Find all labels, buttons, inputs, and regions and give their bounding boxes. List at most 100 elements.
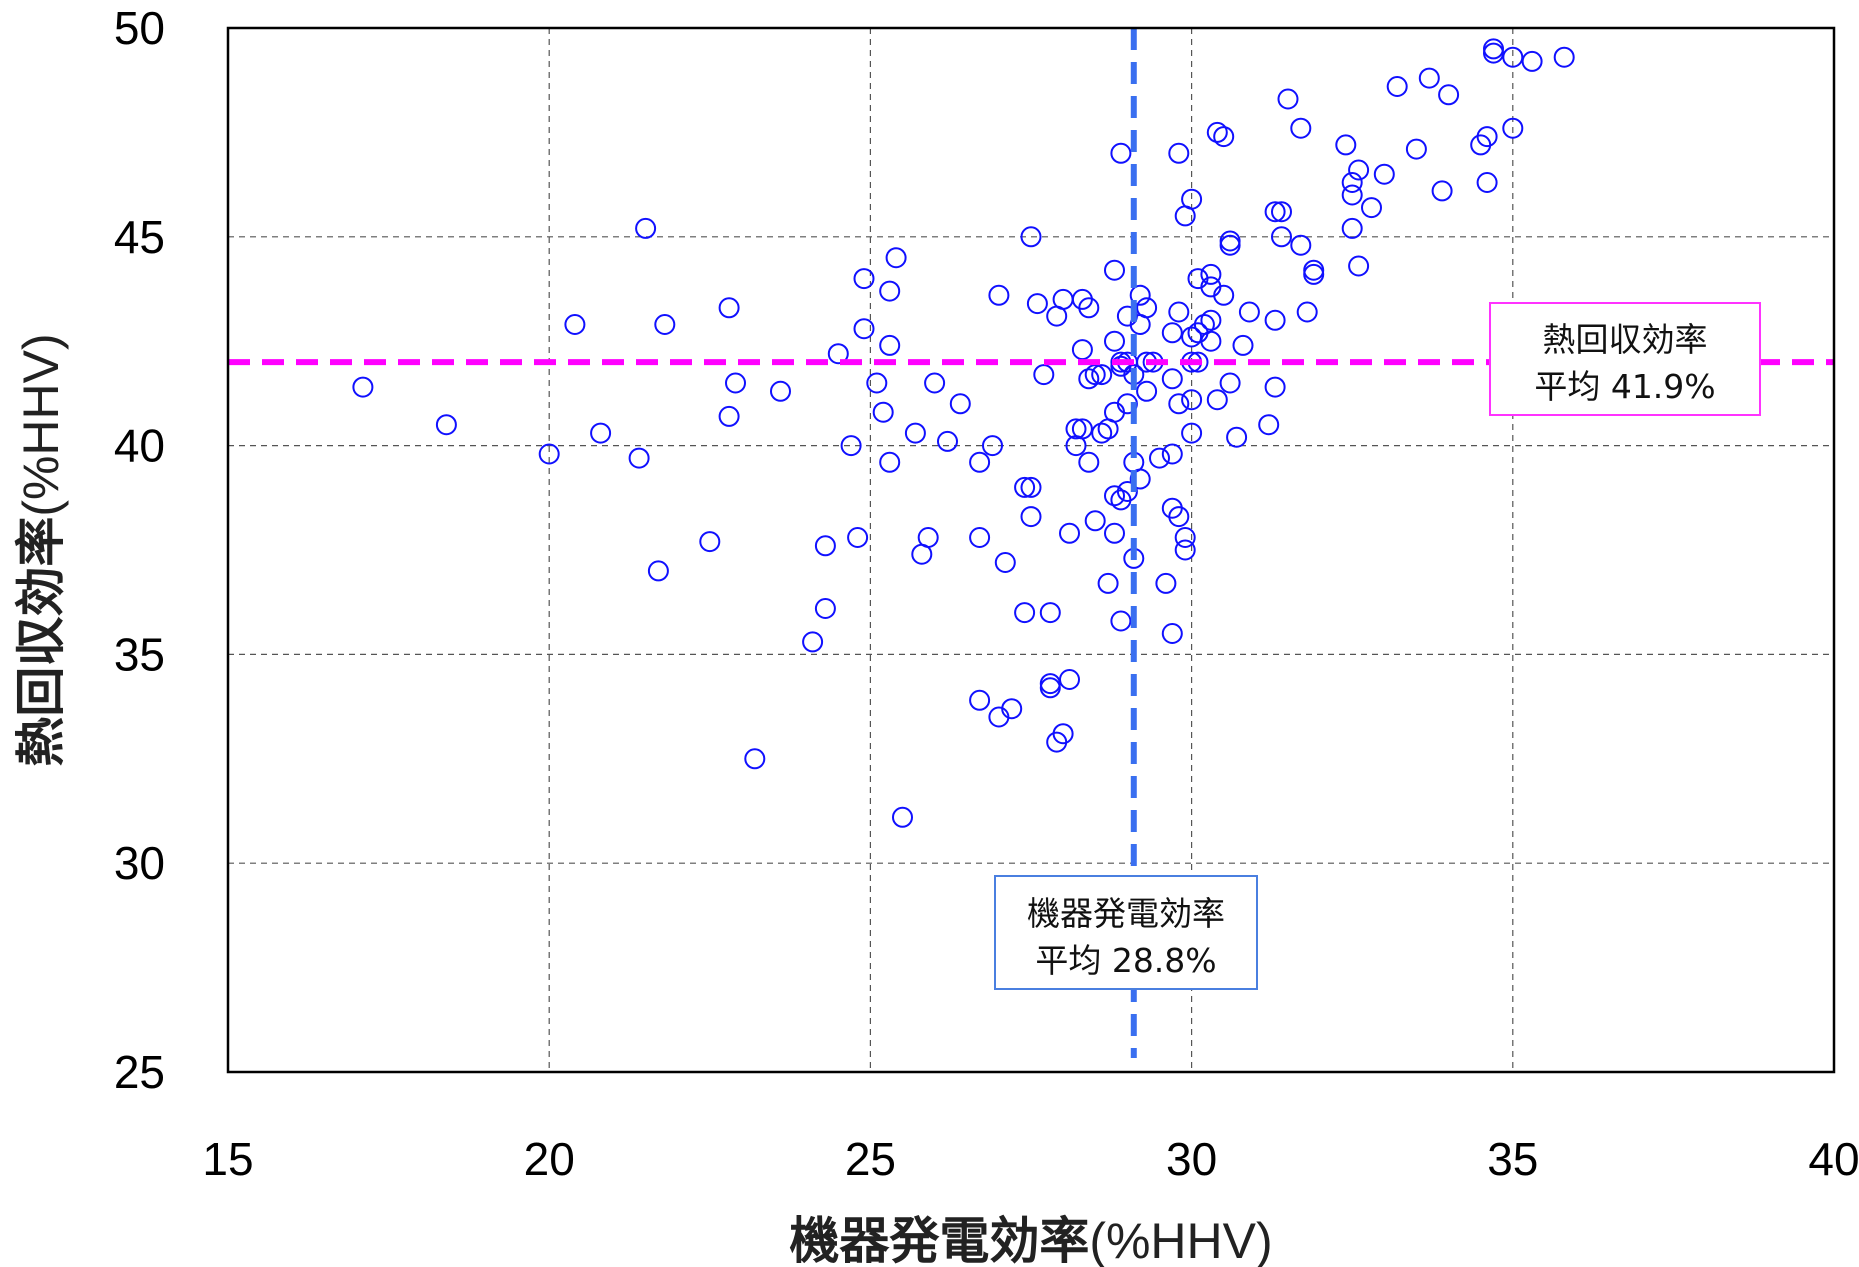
data-point: [1431, 180, 1453, 202]
data-point: [814, 535, 836, 557]
y-axis-title: 熱回収効率(%HHV): [12, 333, 70, 766]
data-point: [654, 314, 676, 335]
data-point: [853, 268, 875, 290]
data-point: [1168, 506, 1190, 528]
data-point: [969, 527, 991, 548]
data-point: [1521, 50, 1543, 72]
data-point: [1213, 126, 1235, 148]
data-point: [1161, 322, 1183, 344]
data-point: [853, 318, 875, 340]
data-point: [1174, 539, 1196, 561]
data-point: [1161, 623, 1183, 644]
annotation-box-heat: [1489, 302, 1761, 416]
data-point: [1271, 226, 1292, 248]
data-point: [1206, 389, 1228, 411]
data-point: [1476, 172, 1498, 193]
data-point: [1039, 673, 1061, 695]
data-point: [1078, 368, 1100, 390]
data-point: [1238, 301, 1260, 323]
y-tick-label: 50: [114, 2, 165, 54]
data-point: [1502, 117, 1524, 139]
data-point: [1110, 610, 1132, 632]
data-point: [1200, 263, 1222, 285]
data-point: [892, 806, 913, 828]
data-point: [1129, 284, 1151, 306]
data-point: [1091, 422, 1113, 444]
data-point: [647, 560, 669, 582]
data-point: [1033, 364, 1055, 386]
data-point: [885, 247, 907, 269]
data-point: [564, 314, 586, 335]
data-point: [872, 401, 894, 423]
data-point: [1110, 142, 1132, 164]
data-point: [827, 343, 849, 365]
x-tick-label: 20: [524, 1133, 575, 1185]
data-point: [1361, 197, 1382, 219]
data-point: [1052, 288, 1074, 310]
data-point: [718, 405, 740, 427]
data-point: [1129, 468, 1151, 490]
data-point: [538, 443, 560, 465]
data-point: [1348, 255, 1370, 277]
data-point: [1110, 489, 1132, 511]
data-point: [1020, 476, 1042, 498]
data-point: [1020, 506, 1042, 528]
data-point: [802, 631, 824, 653]
y-tick-label: 45: [114, 211, 165, 263]
y-tick-label: 35: [114, 628, 165, 680]
y-axis-title-unit: (%HHV): [13, 333, 69, 516]
data-point: [879, 334, 901, 356]
data-point: [1405, 138, 1427, 160]
x-axis-title: 機器発電効率(%HHV): [789, 1212, 1272, 1267]
data-point: [1168, 301, 1190, 323]
data-point: [1213, 284, 1235, 306]
data-point: [1277, 88, 1299, 110]
data-point: [1219, 234, 1241, 256]
data-point: [1155, 572, 1177, 594]
y-tick-label: 30: [114, 837, 165, 889]
data-point: [924, 372, 946, 394]
data-point: [1174, 527, 1196, 548]
data-point: [635, 217, 657, 239]
data-point: [590, 422, 612, 444]
data-point: [1046, 731, 1068, 753]
data-point: [1071, 339, 1093, 361]
y-axis-title-main: 熱回収効率: [12, 517, 70, 767]
data-point: [840, 435, 862, 457]
data-point: [1553, 46, 1575, 68]
data-point: [1168, 142, 1190, 164]
data-point: [1014, 602, 1036, 624]
data-point: [1200, 309, 1222, 331]
x-axis-ticks: 15 20 25 30 35 40: [202, 1133, 1859, 1185]
data-point: [988, 284, 1010, 306]
data-point: [1116, 481, 1138, 502]
data-point: [1104, 259, 1125, 281]
x-tick-label: 40: [1808, 1133, 1859, 1185]
data-point: [1341, 217, 1363, 239]
data-point: [1226, 426, 1248, 448]
data-point: [937, 430, 958, 452]
data-point: [1181, 389, 1203, 411]
x-tick-label: 25: [845, 1133, 896, 1185]
data-point: [699, 531, 721, 553]
data-point: [847, 527, 869, 548]
x-tick-label: 30: [1166, 1133, 1217, 1185]
grid-lines: [228, 28, 1834, 1072]
annotation-heat-line1: 熱回収効率: [1543, 320, 1708, 359]
data-point: [1219, 230, 1241, 252]
annotation-heat-recovery-average: 熱回収効率 平均 41.9%: [1489, 302, 1761, 416]
data-point: [1078, 297, 1100, 319]
data-point: [1084, 510, 1106, 532]
data-point: [352, 376, 374, 398]
data-point: [1059, 522, 1080, 544]
data-point: [628, 447, 650, 469]
data-point: [1161, 497, 1183, 519]
annotation-heat-line2: 平均 41.9%: [1534, 367, 1715, 406]
x-axis-title-unit: (%HHV): [1089, 1213, 1272, 1267]
data-point: [1078, 451, 1100, 473]
data-point: [1020, 226, 1042, 248]
data-point: [1104, 485, 1125, 507]
data-point: [1303, 263, 1325, 285]
data-point: [1271, 201, 1292, 223]
